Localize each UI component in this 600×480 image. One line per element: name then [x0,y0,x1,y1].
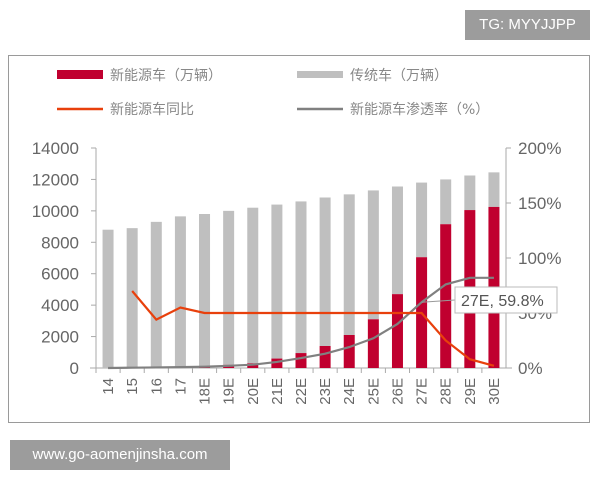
right-tick-label: 200% [518,139,561,158]
bar-traditional-21E [271,204,283,359]
x-tick-label: 30E [486,378,503,405]
x-tick-label: 24E [341,378,358,405]
left-tick-label: 2000 [41,328,79,347]
x-tick-label: 25E [365,378,382,405]
x-tick-label: 15 [124,378,141,395]
bar-traditional-19E [223,210,235,365]
left-tick-label: 6000 [41,265,79,284]
left-tick-label: 8000 [41,233,79,252]
watermark-top: TG: MYYJJPP [465,10,590,40]
bar-new-energy-24E [343,335,355,368]
bar-traditional-29E [464,175,476,211]
bar-new-energy-21E [271,358,283,368]
bar-traditional-18E [199,214,211,367]
bar-new-energy-23E [319,346,331,368]
x-tick-label: 16 [148,378,165,395]
left-tick-label: 12000 [32,170,79,189]
x-tick-label: 18E [197,378,214,405]
bar-traditional-25E [367,190,379,320]
bar-new-energy-28E [440,224,452,368]
annotation-box [454,286,558,314]
left-tick-label: 0 [70,359,79,378]
yoy-line [131,290,495,367]
bar-traditional-17 [174,216,186,367]
chart-frame [8,55,590,423]
bar-new-energy-22E [295,353,307,368]
left-tick-label: 14000 [32,139,79,158]
x-tick-label: 26E [389,378,406,405]
x-tick-label: 23E [317,378,334,405]
x-tick-label: 14 [100,378,117,395]
x-tick-label: 22E [293,378,310,405]
right-tick-label: 100% [518,249,561,268]
bar-traditional-23E [319,197,331,346]
bar-traditional-16 [150,221,162,368]
bar-traditional-28E [440,179,452,225]
legend-label-yoy: 新能源车同比 [110,101,194,118]
right-tick-label: 0% [518,359,543,378]
bar-traditional-14 [102,229,114,368]
legend-swatch-new-energy [57,70,103,79]
bar-traditional-24E [343,194,355,335]
left-tick-label: 4000 [41,296,79,315]
annotation-leader [421,299,456,303]
legend-swatch-traditional [297,71,343,78]
bar-new-energy-26E [391,294,403,368]
legend-label-new-energy: 新能源车（万辆） [110,67,222,84]
x-tick-label: 20E [245,378,262,405]
bar-traditional-15 [126,228,138,368]
x-tick-label: 19E [221,378,238,405]
bar-traditional-30E [488,172,500,207]
legend-label-traditional: 传统车（万辆） [350,67,448,84]
bar-traditional-27E [416,182,428,258]
right-tick-label: 150% [518,194,561,213]
x-tick-label: 28E [438,378,455,405]
x-tick-label: 21E [269,378,286,405]
x-tick-label: 27E [414,378,431,405]
bar-traditional-26E [391,186,403,295]
watermark-bottom: www.go-aomenjinsha.com [10,440,230,470]
annotation-label: 27E, 59.8% [461,293,544,310]
x-tick-label: 17 [172,378,189,395]
x-tick-label: 29E [462,378,479,405]
bar-new-energy-25E [367,319,379,368]
legend-label-penetration: 新能源车渗透率（%） [350,101,489,118]
bar-traditional-22E [295,201,307,354]
bar-traditional-20E [247,207,259,364]
left-tick-label: 10000 [32,202,79,221]
